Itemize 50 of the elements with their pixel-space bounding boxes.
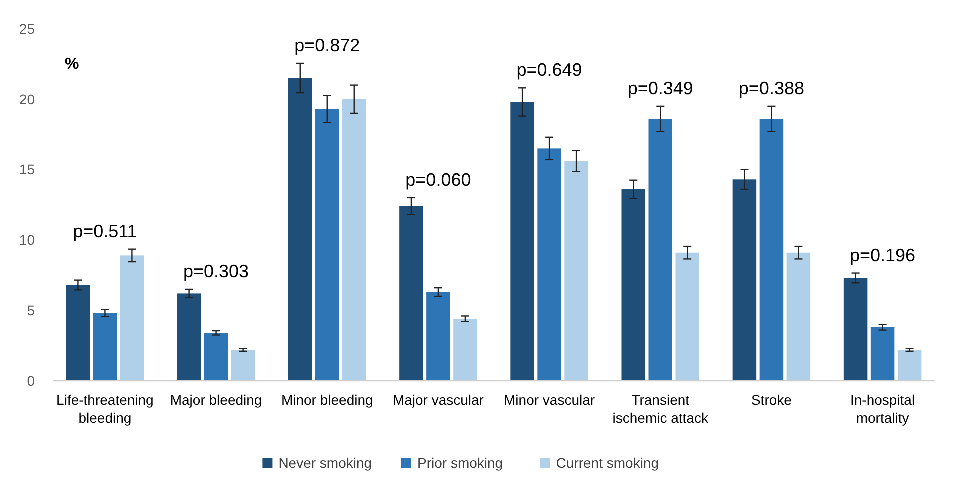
bar xyxy=(66,285,90,381)
bar xyxy=(844,278,868,381)
bar xyxy=(786,252,811,381)
x-tick-label: Major vascular xyxy=(392,392,484,408)
x-tick-label: Major bleeding xyxy=(170,392,262,408)
x-tick-label: Stroke xyxy=(751,392,792,408)
bar xyxy=(454,319,478,381)
y-tick-label: 10 xyxy=(19,232,36,248)
y-tick-label: 15 xyxy=(19,162,36,178)
bar xyxy=(120,256,144,381)
bar xyxy=(732,180,757,381)
bar xyxy=(676,252,700,381)
bar xyxy=(93,313,118,381)
y-tick-label: 5 xyxy=(27,302,36,318)
bar xyxy=(564,161,588,381)
bar xyxy=(538,148,562,381)
annotation: p=0.196 xyxy=(850,245,916,266)
bar xyxy=(870,327,895,381)
bar xyxy=(510,102,534,381)
bar xyxy=(760,119,784,381)
annotation: p=0.511 xyxy=(73,221,138,242)
x-tick-label: Transient ischemic attack xyxy=(612,392,710,426)
bar xyxy=(400,206,424,381)
bar xyxy=(231,350,256,381)
annotation: p=0.388 xyxy=(738,78,804,98)
x-tick-label: In-hospital mortality xyxy=(850,392,916,426)
y-tick-label: 25 xyxy=(19,20,36,37)
y-axis-title: % xyxy=(65,56,80,73)
bar xyxy=(648,119,673,381)
bar xyxy=(177,294,202,381)
bar xyxy=(898,350,922,381)
y-tick-label: 20 xyxy=(19,91,36,108)
bar xyxy=(204,333,228,381)
annotation: p=0.649 xyxy=(516,60,582,80)
legend-label: Current smoking xyxy=(556,454,660,471)
x-tick-label: Minor vascular xyxy=(504,392,596,408)
bar xyxy=(622,190,646,381)
annotation: p=0.303 xyxy=(184,261,250,282)
x-tick-label: Life-threatening bleeding xyxy=(56,392,154,426)
legend-label: Never smoking xyxy=(278,454,372,471)
annotation: p=0.349 xyxy=(628,78,694,98)
bar xyxy=(315,109,340,381)
bar xyxy=(342,99,366,381)
x-tick-label: Minor bleeding xyxy=(281,392,374,408)
bar xyxy=(288,78,312,381)
bar xyxy=(426,292,450,381)
annotation: p=0.060 xyxy=(406,170,472,190)
legend-label: Prior smoking xyxy=(418,454,504,471)
y-tick-label: 0 xyxy=(27,372,36,389)
annotation: p=0.872 xyxy=(294,35,360,56)
